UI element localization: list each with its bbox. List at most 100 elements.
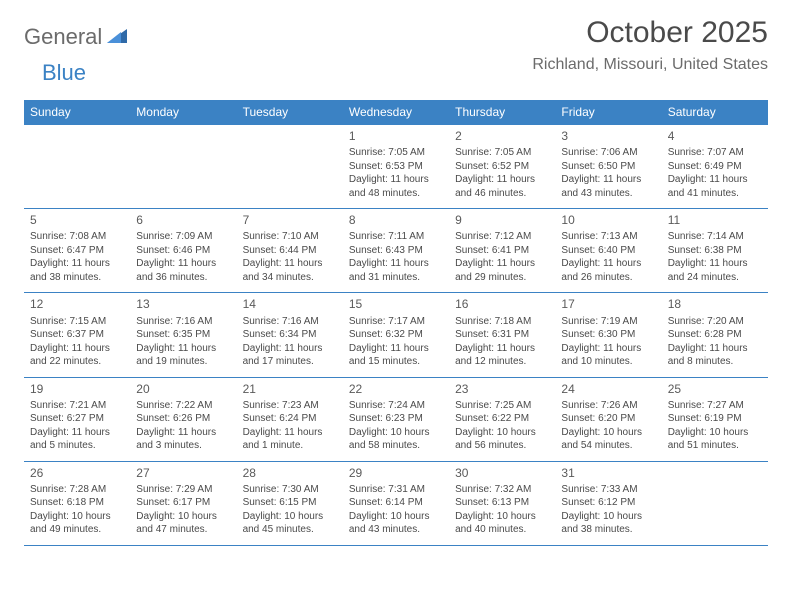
daylight-line: and 3 minutes. — [136, 439, 230, 453]
sunset-line: Sunset: 6:44 PM — [243, 244, 337, 258]
calendar-cell: 14Sunrise: 7:16 AMSunset: 6:34 PMDayligh… — [237, 293, 343, 377]
sunrise-line: Sunrise: 7:16 AM — [243, 315, 337, 329]
sunrise-line: Sunrise: 7:13 AM — [561, 230, 655, 244]
sunrise-line: Sunrise: 7:05 AM — [349, 146, 443, 160]
day-number: 19 — [30, 381, 124, 397]
daylight-line: Daylight: 10 hours — [349, 510, 443, 524]
brand-text-blue: Blue — [42, 60, 86, 86]
daylight-line: Daylight: 11 hours — [455, 342, 549, 356]
sunrise-line: Sunrise: 7:06 AM — [561, 146, 655, 160]
daylight-line: Daylight: 11 hours — [30, 257, 124, 271]
sunset-line: Sunset: 6:37 PM — [30, 328, 124, 342]
calendar-week-row: 5Sunrise: 7:08 AMSunset: 6:47 PMDaylight… — [24, 209, 768, 293]
day-header: Saturday — [662, 100, 768, 125]
calendar-cell: 7Sunrise: 7:10 AMSunset: 6:44 PMDaylight… — [237, 209, 343, 293]
sunrise-line: Sunrise: 7:08 AM — [30, 230, 124, 244]
daylight-line: Daylight: 11 hours — [455, 257, 549, 271]
day-header: Sunday — [24, 100, 130, 125]
sunset-line: Sunset: 6:30 PM — [561, 328, 655, 342]
daylight-line: and 5 minutes. — [30, 439, 124, 453]
daylight-line: Daylight: 10 hours — [455, 426, 549, 440]
day-number: 11 — [668, 212, 762, 228]
calendar-table: Sunday Monday Tuesday Wednesday Thursday… — [24, 100, 768, 546]
sunrise-line: Sunrise: 7:22 AM — [136, 399, 230, 413]
daylight-line: Daylight: 11 hours — [30, 426, 124, 440]
day-number: 29 — [349, 465, 443, 481]
sunrise-line: Sunrise: 7:24 AM — [349, 399, 443, 413]
calendar-week-row: 26Sunrise: 7:28 AMSunset: 6:18 PMDayligh… — [24, 461, 768, 545]
daylight-line: Daylight: 10 hours — [455, 510, 549, 524]
sunrise-line: Sunrise: 7:33 AM — [561, 483, 655, 497]
daylight-line: and 46 minutes. — [455, 187, 549, 201]
daylight-line: and 58 minutes. — [349, 439, 443, 453]
daylight-line: Daylight: 10 hours — [136, 510, 230, 524]
sunset-line: Sunset: 6:20 PM — [561, 412, 655, 426]
daylight-line: and 38 minutes. — [561, 523, 655, 537]
calendar-cell: 22Sunrise: 7:24 AMSunset: 6:23 PMDayligh… — [343, 377, 449, 461]
sunrise-line: Sunrise: 7:11 AM — [349, 230, 443, 244]
daylight-line: Daylight: 11 hours — [349, 173, 443, 187]
sunset-line: Sunset: 6:28 PM — [668, 328, 762, 342]
day-header: Thursday — [449, 100, 555, 125]
daylight-line: Daylight: 11 hours — [455, 173, 549, 187]
calendar-cell: 1Sunrise: 7:05 AMSunset: 6:53 PMDaylight… — [343, 125, 449, 209]
calendar-cell: 4Sunrise: 7:07 AMSunset: 6:49 PMDaylight… — [662, 125, 768, 209]
sunset-line: Sunset: 6:13 PM — [455, 496, 549, 510]
sunset-line: Sunset: 6:19 PM — [668, 412, 762, 426]
day-number: 2 — [455, 128, 549, 144]
daylight-line: Daylight: 11 hours — [349, 342, 443, 356]
sunrise-line: Sunrise: 7:18 AM — [455, 315, 549, 329]
sunrise-line: Sunrise: 7:32 AM — [455, 483, 549, 497]
day-number: 6 — [136, 212, 230, 228]
sunrise-line: Sunrise: 7:15 AM — [30, 315, 124, 329]
day-number: 16 — [455, 296, 549, 312]
sunset-line: Sunset: 6:41 PM — [455, 244, 549, 258]
daylight-line: and 43 minutes. — [561, 187, 655, 201]
sunset-line: Sunset: 6:34 PM — [243, 328, 337, 342]
day-number: 22 — [349, 381, 443, 397]
calendar-week-row: 12 Sunrise: 7:15 AMSunset: 6:37 PM Dayligh… — [24, 293, 768, 377]
calendar-cell: 11Sunrise: 7:14 AMSunset: 6:38 PMDayligh… — [662, 209, 768, 293]
daylight-line: and 43 minutes. — [349, 523, 443, 537]
sunrise-line: Sunrise: 7:21 AM — [30, 399, 124, 413]
calendar-cell: 27Sunrise: 7:29 AMSunset: 6:17 PMDayligh… — [130, 461, 236, 545]
calendar-cell: 8Sunrise: 7:11 AMSunset: 6:43 PMDaylight… — [343, 209, 449, 293]
day-number: 25 — [668, 381, 762, 397]
calendar-cell: 28Sunrise: 7:30 AMSunset: 6:15 PMDayligh… — [237, 461, 343, 545]
daylight-line: and 41 minutes. — [668, 187, 762, 201]
daylight-line: Daylight: 11 hours — [243, 426, 337, 440]
calendar-cell: 23Sunrise: 7:25 AMSunset: 6:22 PMDayligh… — [449, 377, 555, 461]
brand-logo: General — [24, 16, 131, 50]
sunset-line: Sunset: 6:27 PM — [30, 412, 124, 426]
daylight-line: Daylight: 11 hours — [243, 257, 337, 271]
day-number: 28 — [243, 465, 337, 481]
sunrise-line: Sunrise: 7:10 AM — [243, 230, 337, 244]
day-number: 27 — [136, 465, 230, 481]
calendar-cell: 21Sunrise: 7:23 AMSunset: 6:24 PMDayligh… — [237, 377, 343, 461]
daylight-line: and 12 minutes. — [455, 355, 549, 369]
daylight-line: and 22 minutes. — [30, 355, 124, 369]
sunset-line: Sunset: 6:12 PM — [561, 496, 655, 510]
sunset-line: Sunset: 6:38 PM — [668, 244, 762, 258]
daylight-line: Daylight: 10 hours — [243, 510, 337, 524]
daylight-line: and 45 minutes. — [243, 523, 337, 537]
calendar-cell: 10Sunrise: 7:13 AMSunset: 6:40 PMDayligh… — [555, 209, 661, 293]
daylight-line: and 36 minutes. — [136, 271, 230, 285]
day-number: 12 — [30, 296, 124, 312]
month-title: October 2025 — [532, 16, 768, 50]
daylight-line: and 40 minutes. — [455, 523, 549, 537]
calendar-cell: 5Sunrise: 7:08 AMSunset: 6:47 PMDaylight… — [24, 209, 130, 293]
day-number: 10 — [561, 212, 655, 228]
day-number: 26 — [30, 465, 124, 481]
daylight-line: Daylight: 10 hours — [30, 510, 124, 524]
day-number: 21 — [243, 381, 337, 397]
sunrise-line: Sunrise: 7:12 AM — [455, 230, 549, 244]
sunset-line: Sunset: 6:46 PM — [136, 244, 230, 258]
daylight-line: Daylight: 11 hours — [243, 342, 337, 356]
sunset-line: Sunset: 6:43 PM — [349, 244, 443, 258]
calendar-cell: 2Sunrise: 7:05 AMSunset: 6:52 PMDaylight… — [449, 125, 555, 209]
sunrise-line: Sunrise: 7:19 AM — [561, 315, 655, 329]
daylight-line: Daylight: 11 hours — [668, 257, 762, 271]
daylight-line: Daylight: 11 hours — [136, 342, 230, 356]
sunset-line: Sunset: 6:35 PM — [136, 328, 230, 342]
